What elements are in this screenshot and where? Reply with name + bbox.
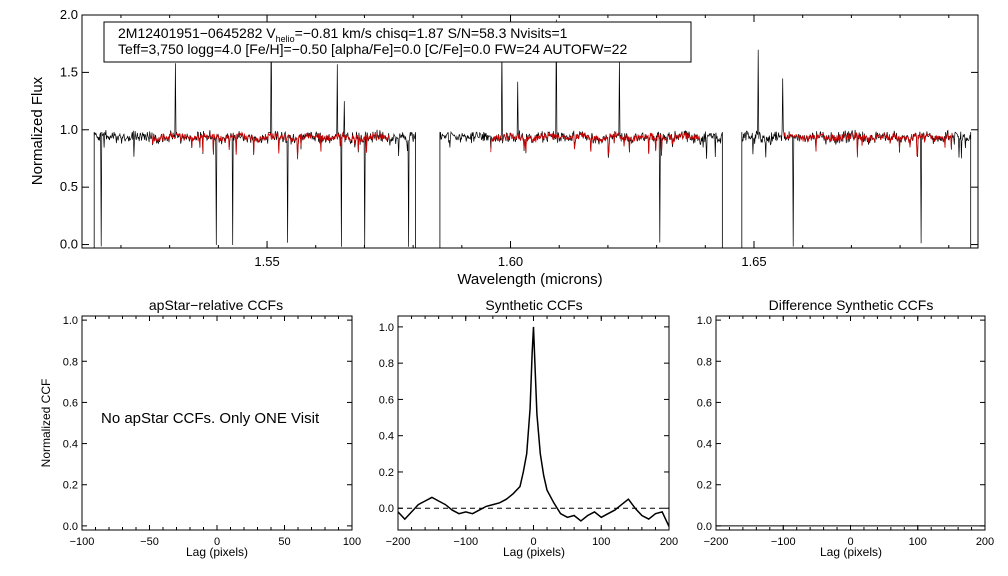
x-tick-label: 100 [343,536,361,548]
synthetic-ccf-title: Synthetic CCFs [485,297,582,313]
y-tick-label: 0.2 [697,480,712,492]
difference-ccf-ticks: −200 −100 0 100 200 0.0 0.2 0.4 0.6 0.8 1.0 [697,315,994,548]
x-tick-label: −100 [453,536,478,548]
y-tick-label: 0.8 [379,358,394,370]
x-tick-label: 100 [592,536,610,548]
difference-ccf-frame [715,315,986,531]
y-tick-label: 0.4 [697,439,712,451]
info-line-1-suffix: =−0.81 km/s chisq=1.87 S/N=58.3 Nvisits=… [295,25,568,41]
synthetic-ccf-ticks: −200 −100 0 100 200 0.0 0.2 0.4 0.6 0.8 1.0 [379,316,678,548]
info-line-2: Teff=3,750 logg=4.0 [Fe/H]=−0.50 [alpha/… [118,41,627,57]
y-tick-label: 0.0 [697,521,712,533]
y-tick-label: 2.0 [60,7,78,22]
synthetic-ccf-xlabel: Lag (pixels) [503,545,565,559]
x-tick-label: 0 [214,536,220,548]
spectrum-frame [81,14,979,249]
model-spectrum-line [151,131,390,160]
synthetic-ccf-line [397,326,670,527]
apstar-ccf-title: apStar−relative CCFs [149,297,283,313]
y-tick-label: 1.0 [60,122,78,137]
y-tick-label: 0.0 [379,503,394,515]
x-tick-label: −200 [704,536,729,548]
y-tick-label: 0.6 [63,397,78,409]
apstar-ccf-panel: apStar−relative CCFs −100 −50 0 50 100 0.0 0.2… [39,297,361,559]
y-tick-label: 0.8 [63,356,78,368]
info-line-1-sub: helio [276,34,295,44]
y-tick-label: 1.0 [697,315,712,327]
spectrum-xlabel: Wavelength (microns) [457,271,602,288]
spectrum-info-box: 2M12401951−0645282 Vhelio=−0.81 km/s chi… [103,21,692,63]
y-tick-label: 1.0 [379,322,394,334]
difference-ccf-xlabel: Lag (pixels) [820,545,882,559]
y-tick-label: 0.2 [379,467,394,479]
y-tick-label: 0.6 [697,397,712,409]
spectrum-panel: 1.55 1.60 1.65 0.0 0.5 1.0 1.5 2.0 Normalized F… [29,7,979,288]
x-tick-label: 0 [847,536,853,548]
y-tick-label: 0.0 [63,521,78,533]
x-tick-label: 50 [278,536,290,548]
apstar-ccf-ticks: −100 −50 0 50 100 0.0 0.2 0.4 0.6 0.8 1.0 [63,315,361,548]
y-tick-label: 0.6 [379,394,394,406]
y-tick-label: 0.2 [63,480,78,492]
difference-ccf-panel: Difference Synthetic CCFs −200 −100 0 100 20… [697,297,994,559]
x-tick-label: 200 [660,536,678,548]
x-tick-label: −100 [771,536,796,548]
x-tick-label: −50 [140,536,159,548]
y-tick-label: 0.5 [60,179,78,194]
y-tick-label: 0.8 [697,356,712,368]
observed-spectrum-line [741,49,972,247]
x-tick-label: −200 [386,536,411,548]
apstar-ccf-message: No apStar CCFs. Only ONE Visit [101,410,320,427]
y-tick-label: 1.5 [60,64,78,79]
apstar-ccf-xlabel: Lag (pixels) [186,545,248,559]
y-tick-label: 1.0 [63,315,78,327]
synthetic-ccf-frame [397,315,670,531]
x-tick-label: 200 [976,536,994,548]
spectrum-plot-area [93,19,972,248]
difference-ccf-title: Difference Synthetic CCFs [769,297,934,313]
model-spectrum-line [783,131,953,158]
info-box-frame [103,21,692,63]
x-tick-label: 100 [909,536,927,548]
y-tick-label: 0.4 [379,431,394,443]
x-tick-label: −100 [70,536,95,548]
synthetic-ccf-plot-area [397,326,670,527]
y-tick-label: 0.0 [60,237,78,252]
spectrum-ylabel: Normalized Flux [29,76,46,185]
info-line-1: 2M12401951−0645282 Vhelio=−0.81 km/s chi… [118,25,568,44]
info-line-1-prefix: 2M12401951−0645282 V [118,25,276,41]
x-tick-label: 1.60 [498,254,523,269]
x-tick-label: 1.55 [254,254,279,269]
apstar-ccf-ylabel: Normalized CCF [39,379,53,468]
x-tick-label: 0 [530,536,536,548]
model-spectrum-line [490,131,700,156]
x-tick-label: 1.65 [741,254,766,269]
y-tick-label: 0.4 [63,439,78,451]
synthetic-ccf-panel: Synthetic CCFs −200 −100 0 100 200 0.0 0.2 0.4 0… [379,297,678,559]
spectrum-ticks: 1.55 1.60 1.65 0.0 0.5 1.0 1.5 2.0 [60,7,978,269]
